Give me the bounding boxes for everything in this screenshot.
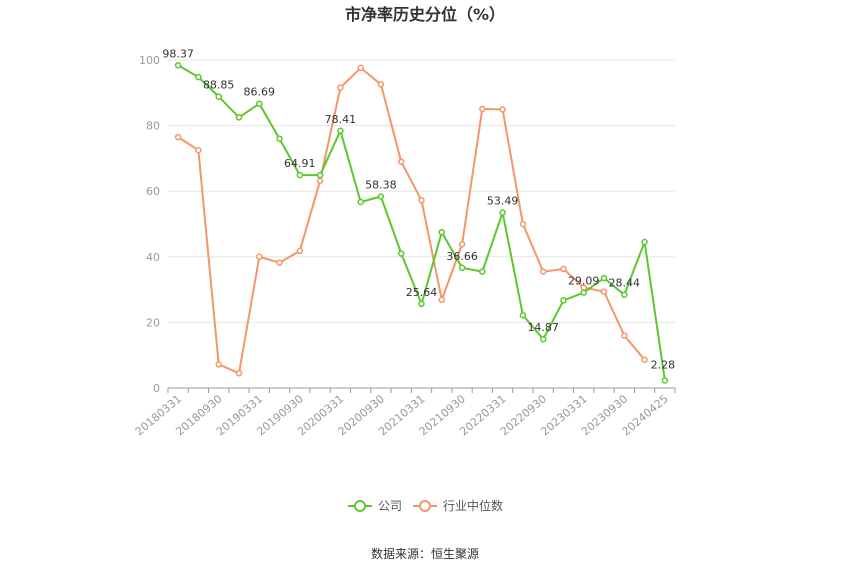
data-point-industry[interactable]: [519, 220, 527, 228]
data-point-company[interactable]: [276, 135, 283, 142]
chart-title: 市净率历史分位（%）: [345, 5, 505, 24]
data-point-industry[interactable]: [499, 106, 506, 113]
data-point-industry[interactable]: [539, 268, 547, 275]
data-point-company[interactable]: [195, 73, 202, 81]
data-label: 25.64: [406, 286, 438, 299]
data-point-company[interactable]: [560, 297, 567, 304]
data-point-company[interactable]: [661, 377, 669, 384]
y-axis: 0 20 40 60 80 100: [139, 54, 160, 395]
y-tick-label: 0: [153, 382, 160, 395]
data-point-company[interactable]: [519, 311, 527, 319]
data-point-company[interactable]: [600, 274, 608, 282]
y-tick-label: 40: [146, 251, 160, 264]
series-line-industry: [177, 66, 646, 375]
data-label: 36.66: [446, 250, 478, 263]
data-point-industry[interactable]: [560, 265, 567, 273]
data-label: 29.09: [568, 275, 600, 288]
data-point-industry[interactable]: [600, 288, 608, 295]
data-point-company[interactable]: [539, 335, 547, 343]
legend-label-industry: 行业中位数: [443, 498, 503, 513]
data-point-industry[interactable]: [438, 296, 446, 304]
data-point-company[interactable]: [499, 209, 506, 216]
data-point-industry[interactable]: [621, 332, 628, 339]
x-axis: 2018033120180930201903312019093020200331…: [133, 387, 676, 438]
source-note: 数据来源：恒生聚源: [371, 546, 479, 561]
data-label: 28.44: [609, 277, 641, 290]
data-point-company[interactable]: [357, 198, 364, 206]
data-label: 2.28: [651, 359, 676, 372]
data-point-industry[interactable]: [195, 146, 202, 154]
series-layer: [174, 62, 669, 384]
data-label: 98.37: [162, 47, 194, 60]
data-label: 58.38: [365, 179, 397, 192]
data-point-industry[interactable]: [641, 356, 648, 364]
data-point-company[interactable]: [377, 193, 385, 200]
data-point-industry[interactable]: [235, 369, 243, 377]
data-point-industry[interactable]: [276, 259, 283, 266]
data-point-company[interactable]: [458, 264, 466, 272]
data-labels: 98.37 88.85 86.69 64.91 78.41 58.38 25.64 36.66…: [162, 47, 675, 371]
y-tick-label: 100: [139, 54, 160, 67]
data-point-industry[interactable]: [479, 105, 486, 113]
y-tick-label: 80: [146, 120, 160, 133]
data-point-industry[interactable]: [337, 84, 344, 91]
data-point-company[interactable]: [641, 238, 648, 246]
data-label: 78.41: [325, 113, 357, 126]
data-label: 88.85: [203, 79, 235, 92]
data-point-company[interactable]: [418, 300, 425, 308]
data-point-industry[interactable]: [377, 81, 385, 88]
legend[interactable]: 公司 行业中位数: [348, 498, 503, 513]
data-point-company[interactable]: [479, 268, 486, 275]
data-point-company[interactable]: [256, 100, 263, 107]
data-point-company[interactable]: [174, 62, 182, 69]
data-label: 53.49: [487, 195, 519, 208]
data-point-company[interactable]: [316, 171, 324, 179]
data-point-company[interactable]: [215, 93, 222, 100]
legend-marker-industry: [419, 500, 431, 512]
data-label: 14.87: [527, 321, 559, 334]
data-point-company[interactable]: [580, 289, 587, 296]
legend-marker-company: [354, 500, 366, 512]
data-point-industry[interactable]: [458, 241, 466, 248]
data-point-company[interactable]: [235, 114, 243, 121]
data-point-industry[interactable]: [357, 64, 364, 72]
y-tick-label: 20: [146, 316, 160, 329]
data-point-industry[interactable]: [296, 247, 304, 255]
data-point-company[interactable]: [621, 291, 628, 298]
data-point-company[interactable]: [337, 127, 344, 135]
y-tick-label: 60: [146, 185, 160, 198]
legend-item-industry[interactable]: 行业中位数: [413, 498, 503, 513]
grid-lines: [168, 59, 675, 323]
series-line-company: [177, 64, 666, 381]
data-point-industry[interactable]: [215, 361, 222, 368]
data-point-industry[interactable]: [418, 197, 425, 204]
data-point-company[interactable]: [397, 250, 405, 257]
legend-item-company[interactable]: 公司: [348, 499, 402, 513]
data-point-industry[interactable]: [316, 177, 324, 184]
data-point-industry[interactable]: [397, 158, 405, 165]
legend-label-company: 公司: [378, 499, 402, 513]
data-label: 64.91: [284, 157, 316, 170]
data-label: 86.69: [244, 86, 276, 99]
data-point-industry[interactable]: [174, 133, 182, 141]
data-point-industry[interactable]: [256, 253, 263, 261]
data-point-company[interactable]: [296, 171, 304, 179]
data-point-company[interactable]: [438, 228, 446, 236]
